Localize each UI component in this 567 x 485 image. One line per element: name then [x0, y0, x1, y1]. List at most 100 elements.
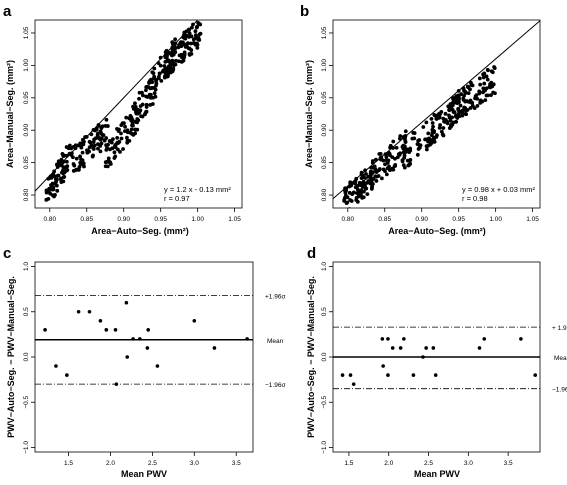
data-point: [412, 136, 417, 141]
data-point: [71, 169, 76, 173]
data-point: [363, 183, 367, 188]
data-point: [61, 166, 66, 171]
data-point: [429, 116, 434, 121]
data-point: [477, 346, 482, 350]
data-point: [449, 122, 454, 127]
data-point: [61, 153, 65, 158]
data-point: [144, 105, 149, 109]
data-point: [105, 146, 109, 150]
data-point: [198, 31, 203, 36]
data-point: [402, 153, 407, 158]
x-tick-label: 3.0: [190, 460, 199, 467]
data-point: [403, 139, 408, 144]
data-point: [470, 83, 475, 88]
data-point: [98, 137, 103, 142]
x-tick-label: 0.90: [117, 216, 130, 223]
plot-frame: [34, 19, 243, 209]
data-point: [164, 66, 169, 71]
data-point: [394, 145, 399, 150]
data-point: [125, 355, 130, 359]
y-tick-label: 0.5: [23, 307, 30, 316]
data-point: [402, 144, 407, 149]
data-point: [121, 147, 125, 151]
y-tick-label: 1.05: [321, 26, 328, 39]
data-point: [481, 86, 486, 91]
data-point: [87, 309, 92, 314]
data-point: [365, 180, 370, 185]
data-point: [80, 150, 85, 155]
data-point: [473, 94, 478, 99]
data-point: [437, 115, 442, 120]
data-point: [390, 346, 395, 350]
data-point: [344, 201, 349, 205]
data-point: [438, 123, 443, 127]
data-point: [143, 111, 148, 116]
data-point: [150, 80, 155, 85]
data-point: [435, 133, 439, 138]
data-point: [173, 62, 178, 67]
data-point: [128, 130, 133, 135]
data-point: [139, 114, 143, 119]
data-point: [412, 131, 417, 135]
data-point: [391, 146, 395, 150]
regression-annotation: r = 0.97: [164, 194, 190, 203]
data-point: [104, 328, 109, 332]
data-point: [456, 106, 461, 111]
data-point: [437, 125, 442, 130]
data-point: [140, 90, 144, 95]
data-point: [187, 53, 192, 57]
plot-area: [35, 20, 203, 202]
data-point: [361, 189, 366, 194]
data-point: [59, 170, 64, 175]
data-point: [363, 186, 368, 191]
x-tick-label: 0.85: [378, 216, 391, 223]
data-point: [454, 119, 458, 124]
data-point: [406, 163, 411, 168]
data-point: [432, 112, 437, 117]
data-point: [355, 184, 360, 188]
x-tick-label: 0.80: [341, 216, 354, 223]
data-point: [170, 50, 175, 55]
data-point: [348, 373, 353, 377]
data-point: [432, 139, 437, 144]
data-point: [404, 147, 409, 152]
data-point: [441, 126, 446, 130]
data-point: [173, 37, 178, 42]
data-point: [349, 183, 354, 188]
data-point: [70, 155, 75, 160]
data-point: [426, 143, 430, 148]
data-point: [154, 77, 159, 82]
data-point: [76, 168, 81, 172]
mean-label: Mean: [267, 338, 284, 345]
data-point: [421, 355, 425, 359]
x-tick-label: 2.0: [384, 460, 393, 467]
y-tick-label: 0.85: [23, 156, 30, 169]
data-point: [56, 173, 61, 178]
y-tick-label: −0.5: [23, 395, 30, 408]
data-point: [408, 158, 412, 163]
data-point: [468, 87, 472, 92]
plot-area: [333, 20, 540, 214]
data-point: [124, 300, 129, 305]
data-point: [119, 136, 124, 141]
data-point: [96, 146, 100, 151]
data-point: [193, 36, 198, 41]
regression-annotation: r = 0.98: [462, 194, 488, 203]
x-tick-label: 1.5: [344, 460, 353, 467]
x-tick-label: 0.95: [154, 216, 167, 223]
data-point: [448, 118, 453, 123]
data-point: [146, 328, 150, 332]
data-point: [104, 117, 109, 122]
data-point: [69, 151, 74, 156]
data-point: [135, 117, 140, 121]
regression-line: [35, 20, 199, 192]
data-point: [53, 181, 58, 186]
data-point: [384, 172, 389, 177]
regression-line: [333, 20, 540, 200]
data-point: [345, 210, 349, 214]
data-point: [345, 209, 349, 213]
data-point: [133, 127, 138, 132]
x-axis-label: Mean PWV: [414, 469, 460, 479]
data-point: [179, 40, 183, 45]
data-point: [456, 95, 460, 100]
